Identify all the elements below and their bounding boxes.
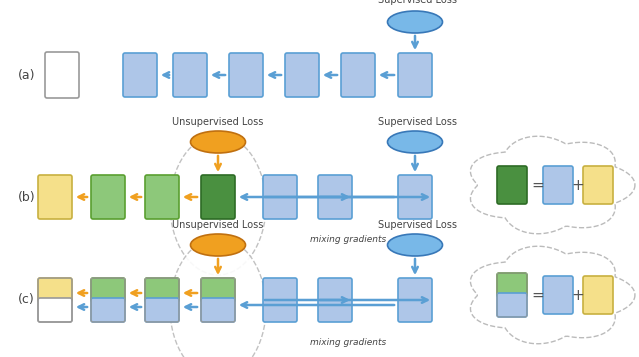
Ellipse shape (387, 234, 442, 256)
FancyBboxPatch shape (201, 175, 235, 219)
FancyBboxPatch shape (543, 166, 573, 204)
Polygon shape (470, 136, 635, 234)
Ellipse shape (170, 238, 266, 357)
FancyBboxPatch shape (398, 175, 432, 219)
Text: Unsupervised Loss: Unsupervised Loss (173, 220, 264, 230)
Ellipse shape (190, 234, 245, 256)
FancyBboxPatch shape (543, 276, 573, 314)
FancyBboxPatch shape (145, 175, 179, 219)
FancyBboxPatch shape (38, 278, 72, 302)
FancyBboxPatch shape (201, 298, 235, 322)
FancyBboxPatch shape (145, 278, 179, 302)
FancyBboxPatch shape (91, 278, 125, 302)
Text: Supervised Loss: Supervised Loss (378, 220, 456, 230)
Text: +: + (572, 287, 585, 302)
Text: (a): (a) (18, 69, 36, 81)
FancyBboxPatch shape (173, 53, 207, 97)
Text: =: = (532, 177, 544, 192)
Text: mixing gradients: mixing gradients (310, 235, 386, 244)
FancyBboxPatch shape (229, 53, 263, 97)
FancyBboxPatch shape (38, 298, 72, 322)
FancyBboxPatch shape (341, 53, 375, 97)
FancyBboxPatch shape (497, 273, 527, 297)
FancyBboxPatch shape (583, 276, 613, 314)
FancyBboxPatch shape (318, 278, 352, 322)
Text: mixing gradients: mixing gradients (310, 338, 386, 347)
FancyBboxPatch shape (263, 175, 297, 219)
Polygon shape (470, 246, 635, 344)
FancyBboxPatch shape (263, 278, 297, 322)
Text: +: + (572, 177, 585, 192)
Ellipse shape (170, 135, 266, 275)
Text: Supervised Loss: Supervised Loss (378, 117, 456, 127)
Text: Supervised Loss: Supervised Loss (378, 0, 456, 5)
FancyBboxPatch shape (497, 293, 527, 317)
FancyBboxPatch shape (38, 175, 72, 219)
Ellipse shape (190, 131, 245, 153)
FancyBboxPatch shape (318, 175, 352, 219)
Text: (b): (b) (18, 191, 36, 203)
FancyBboxPatch shape (398, 53, 432, 97)
Text: (c): (c) (18, 293, 35, 307)
FancyBboxPatch shape (398, 278, 432, 322)
FancyBboxPatch shape (91, 298, 125, 322)
Text: =: = (532, 287, 544, 302)
FancyBboxPatch shape (91, 175, 125, 219)
FancyBboxPatch shape (201, 278, 235, 302)
Ellipse shape (387, 11, 442, 33)
FancyBboxPatch shape (123, 53, 157, 97)
FancyBboxPatch shape (583, 166, 613, 204)
FancyBboxPatch shape (145, 298, 179, 322)
FancyBboxPatch shape (285, 53, 319, 97)
FancyBboxPatch shape (497, 166, 527, 204)
FancyBboxPatch shape (45, 52, 79, 98)
Text: Unsupervised Loss: Unsupervised Loss (173, 117, 264, 127)
Ellipse shape (387, 131, 442, 153)
